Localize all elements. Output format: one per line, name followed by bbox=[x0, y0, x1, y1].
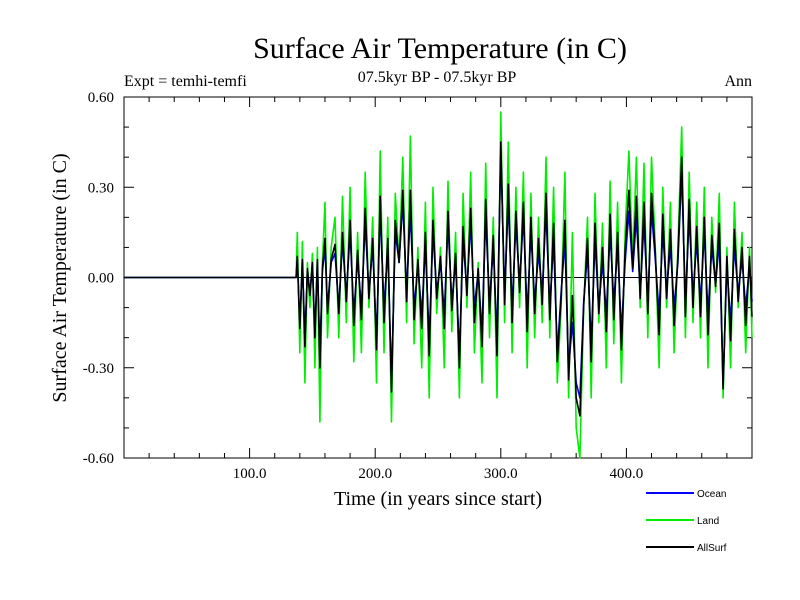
x-tick-label: 300.0 bbox=[484, 466, 518, 482]
y-axis-label: Surface Air Temperature (in C) bbox=[49, 153, 71, 402]
y-tick-label: 0.30 bbox=[88, 180, 114, 196]
experiment-label: Expt = temhi-temfi bbox=[124, 73, 247, 90]
chart-subtitle: 07.5kyr BP - 07.5kyr BP bbox=[358, 69, 517, 86]
x-tick-label: 200.0 bbox=[358, 466, 392, 482]
series-line-allsurf bbox=[124, 141, 753, 417]
chart-title: Surface Air Temperature (in C) bbox=[253, 32, 627, 65]
plot-area: 100.0 200.0 300.0 400.0 -0.60 -0.30 0.00 0.30 0… bbox=[83, 90, 753, 482]
y-tick-label: 0.60 bbox=[88, 90, 114, 106]
x-tick-label: 400.0 bbox=[610, 466, 644, 482]
legend: Ocean Land AllSurf bbox=[646, 489, 727, 554]
y-tick-label: 0.00 bbox=[88, 271, 114, 287]
x-tick-label: 100.0 bbox=[233, 466, 267, 482]
legend-label-land: Land bbox=[697, 516, 719, 527]
legend-label-allsurf: AllSurf bbox=[697, 543, 727, 554]
series-lines bbox=[124, 111, 753, 459]
series-line-ocean bbox=[124, 150, 753, 399]
season-label: Ann bbox=[724, 73, 752, 90]
x-axis-label: Time (in years since start) bbox=[334, 488, 542, 510]
y-tick-label: -0.60 bbox=[83, 451, 114, 467]
legend-label-ocean: Ocean bbox=[697, 489, 726, 500]
y-axis-ticks: -0.60 -0.30 0.00 0.30 0.60 bbox=[83, 90, 752, 467]
y-tick-label: -0.30 bbox=[83, 361, 114, 377]
x-axis-ticks: 100.0 200.0 300.0 400.0 bbox=[148, 97, 728, 482]
